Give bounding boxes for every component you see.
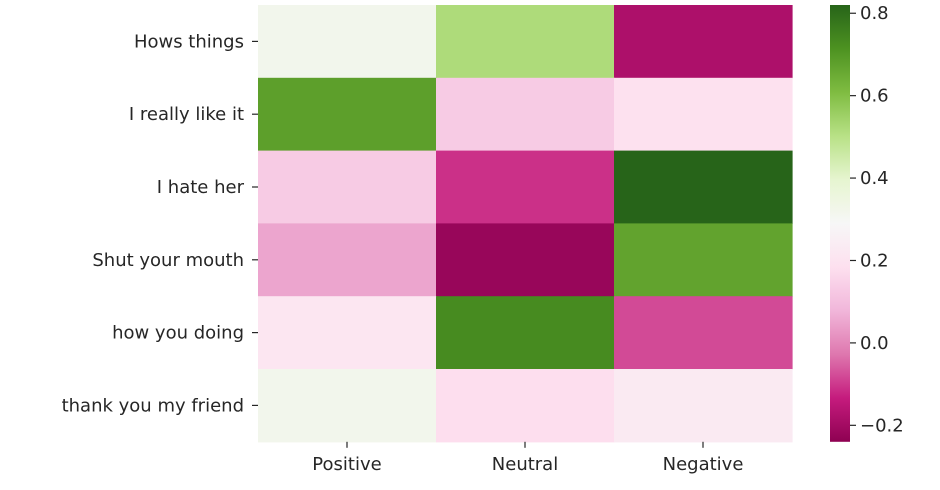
colorbar-tick-label: 0.2 [860, 250, 889, 271]
colorbar-tick-label: 0.4 [860, 168, 889, 189]
row-label: how you doing [112, 323, 244, 344]
row-label: I really like it [129, 104, 244, 125]
heatmap-cell [436, 77, 615, 152]
heatmap-cell [436, 5, 615, 79]
column-label: Positive [312, 454, 381, 475]
heatmap-cell [436, 296, 615, 370]
colorbar-tick-label: −0.2 [860, 415, 904, 436]
heatmap-cell [614, 5, 793, 79]
row-label: thank you my friend [62, 395, 244, 416]
heatmap-cell [436, 150, 615, 224]
row-labels: Hows things I really like it I hate her Shu… [62, 31, 258, 416]
heatmap-cell [614, 223, 793, 297]
colorbar-tick-label: 0.6 [860, 86, 889, 107]
heatmap-cell [258, 296, 437, 370]
heatmap-cell [614, 369, 793, 443]
colorbar-tick-label: 0.0 [860, 333, 889, 354]
heatmap-cell [614, 296, 793, 370]
heatmap-cell [614, 77, 793, 152]
heatmap-cell [258, 223, 437, 297]
column-label: Neutral [492, 454, 558, 475]
heatmap-cell [258, 5, 437, 79]
heatmap-cell [258, 77, 437, 152]
row-label: I hate her [157, 177, 245, 198]
heatmap-cell [436, 369, 615, 443]
heatmap-cell [258, 369, 437, 443]
heatmap-cell [614, 150, 793, 224]
row-label: Shut your mouth [92, 250, 244, 271]
colorbar-tick-label: 0.8 [860, 3, 889, 24]
heatmap-cells [258, 5, 793, 443]
column-label: Negative [663, 454, 744, 475]
column-labels: Positive Neutral Negative [312, 441, 744, 475]
colorbar-fill [830, 5, 850, 442]
heatmap-cell [258, 150, 437, 224]
heatmap-cell [436, 223, 615, 297]
colorbar: −0.2 0.0 0.2 0.4 0.6 0.8 [830, 3, 904, 442]
row-label: Hows things [134, 31, 244, 52]
